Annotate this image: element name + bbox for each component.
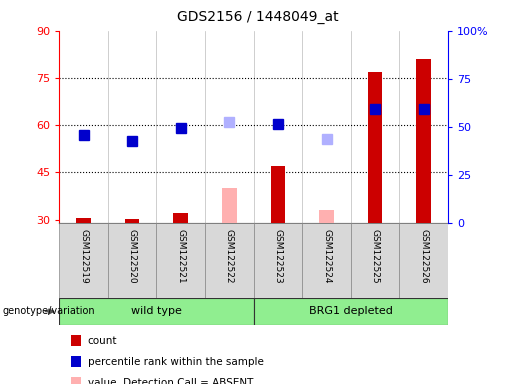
Text: percentile rank within the sample: percentile rank within the sample (88, 357, 264, 367)
Bar (400, 223, 448, 298)
Text: GSM122526: GSM122526 (419, 229, 428, 283)
Bar (205, 223, 253, 298)
Text: BRG1 depleted: BRG1 depleted (309, 306, 393, 316)
Bar (71, 335, 81, 346)
Bar (319, 210, 334, 223)
Bar (59, 298, 253, 325)
Bar (71, 356, 81, 367)
Text: GSM122523: GSM122523 (273, 229, 282, 283)
Bar (222, 188, 236, 223)
Bar (417, 59, 431, 223)
Bar (108, 223, 157, 298)
Bar (253, 223, 302, 298)
Text: GSM122522: GSM122522 (225, 229, 234, 283)
Bar (368, 72, 383, 223)
Bar (253, 298, 448, 325)
Text: GDS2156 / 1448049_at: GDS2156 / 1448049_at (177, 10, 338, 23)
Text: wild type: wild type (131, 306, 182, 316)
Text: GSM122520: GSM122520 (128, 229, 136, 283)
Bar (157, 223, 205, 298)
Bar (71, 377, 81, 384)
Bar (271, 166, 285, 223)
Bar (76, 218, 91, 223)
Text: GSM122521: GSM122521 (176, 229, 185, 283)
Text: value, Detection Call = ABSENT: value, Detection Call = ABSENT (88, 378, 253, 384)
Text: GSM122519: GSM122519 (79, 229, 88, 283)
Bar (59, 223, 108, 298)
Bar (174, 213, 188, 223)
Bar (302, 223, 351, 298)
Text: count: count (88, 336, 117, 346)
Bar (125, 218, 140, 223)
Text: GSM122525: GSM122525 (371, 229, 380, 283)
Bar (351, 223, 400, 298)
Text: genotype/variation: genotype/variation (3, 306, 95, 316)
Text: GSM122524: GSM122524 (322, 229, 331, 283)
